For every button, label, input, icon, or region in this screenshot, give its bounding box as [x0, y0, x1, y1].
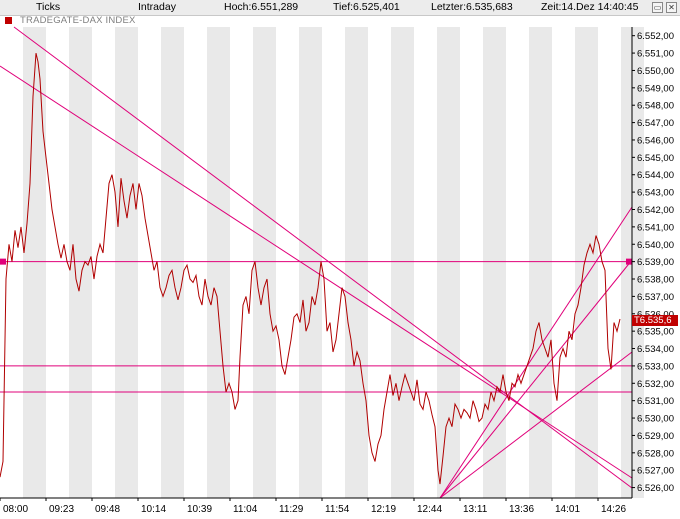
time-bands: [23, 27, 644, 498]
time-band: [437, 27, 460, 498]
time-band: [115, 27, 138, 498]
x-tick-label: 10:39: [187, 504, 212, 515]
time-band: [299, 27, 322, 498]
y-tick-label: 6.526,00: [637, 483, 674, 494]
time-band: [253, 27, 276, 498]
level-handle-icon: [0, 258, 6, 265]
y-tick-label: 6.534,00: [637, 344, 674, 355]
time-band: [161, 27, 184, 498]
y-axis: 6.526,00 6.527,00 6.528,00 6.529,00 6.530,00…: [632, 31, 674, 494]
y-tick-label: 6.540,00: [637, 240, 674, 251]
x-tick-label: 11:04: [233, 504, 258, 515]
low-value: Tief:6.525,401: [333, 1, 400, 13]
trend-lines: [0, 26, 633, 499]
y-tick-label: 6.551,00: [637, 49, 674, 60]
x-tick-label: 11:54: [325, 504, 350, 515]
time-band: [23, 27, 46, 498]
y-tick-label: 6.529,00: [637, 431, 674, 442]
last-price-tag: T6.535,6: [632, 315, 678, 327]
time-value: Zeit:14.Dez 14:40:45: [541, 1, 639, 13]
x-tick-label: 09:48: [95, 504, 120, 515]
y-tick-label: 6.530,00: [637, 414, 674, 425]
minimize-icon[interactable]: ▭: [652, 2, 663, 13]
close-icon[interactable]: ✕: [666, 2, 677, 13]
y-tick-label: 6.547,00: [637, 118, 674, 129]
y-tick-label: 6.549,00: [637, 83, 674, 94]
x-axis: 08:00 09:23 09:48 10:14 10:39 11:04 11:29 11:54…: [0, 498, 626, 515]
y-tick-label: 6.532,00: [637, 379, 674, 390]
intraday-range-label[interactable]: Intraday: [138, 1, 176, 13]
time-band: [345, 27, 368, 498]
y-tick-label: 6.543,00: [637, 188, 674, 199]
x-tick-label: 12:19: [371, 504, 396, 515]
last-value: Letzter:6.535,683: [431, 1, 513, 13]
y-tick-label: 6.535,00: [637, 327, 674, 338]
y-tick-label: 6.552,00: [637, 31, 674, 42]
x-tick-label: 11:29: [279, 504, 304, 515]
y-tick-label: 6.539,00: [637, 257, 674, 268]
high-value: Hoch:6.551,289: [224, 1, 299, 13]
x-tick-label: 14:26: [601, 504, 626, 515]
y-tick-label: 6.538,00: [637, 275, 674, 286]
time-band: [483, 27, 506, 498]
trend-line: [439, 351, 633, 499]
chart-title: TRADEGATE-DAX INDEX: [20, 15, 136, 26]
time-band: [391, 27, 414, 498]
x-tick-label: 13:11: [463, 504, 488, 515]
y-tick-label: 6.550,00: [637, 66, 674, 77]
y-tick-label: 6.541,00: [637, 222, 674, 233]
time-band: [69, 27, 92, 498]
chart-title-bar: TRADEGATE-DAX INDEX: [0, 15, 632, 27]
x-tick-label: 10:14: [141, 504, 166, 515]
y-tick-label: 6.531,00: [637, 396, 674, 407]
y-tick-label: 6.545,00: [637, 153, 674, 164]
x-tick-label: 09:23: [49, 504, 74, 515]
price-series-line: [0, 52, 621, 485]
x-tick-label: 13:36: [509, 504, 534, 515]
y-tick-label: 6.544,00: [637, 170, 674, 181]
ticks-mode-label[interactable]: Ticks: [36, 1, 61, 13]
x-tick-label: 12:44: [417, 504, 442, 515]
y-tick-label: 6.527,00: [637, 466, 674, 477]
level-handle-icon: [626, 258, 632, 265]
chart-header-bar: Ticks Intraday Hoch:6.551,289 Tief:6.525…: [0, 0, 680, 16]
x-tick-label: 14:01: [555, 504, 580, 515]
trend-line: [439, 206, 633, 499]
instrument-marker-icon: [5, 17, 12, 24]
y-tick-label: 6.537,00: [637, 292, 674, 303]
y-tick-label: 6.548,00: [637, 101, 674, 112]
x-tick-label: 08:00: [3, 504, 28, 515]
y-tick-label: 6.536,00: [637, 309, 674, 320]
time-band: [207, 27, 230, 498]
y-tick-label: 6.542,00: [637, 205, 674, 216]
trend-line: [0, 65, 633, 479]
y-tick-label: 6.546,00: [637, 135, 674, 146]
y-tick-label: 6.533,00: [637, 361, 674, 372]
trend-line: [439, 259, 633, 499]
y-tick-label: 6.528,00: [637, 448, 674, 459]
time-band: [575, 27, 598, 498]
